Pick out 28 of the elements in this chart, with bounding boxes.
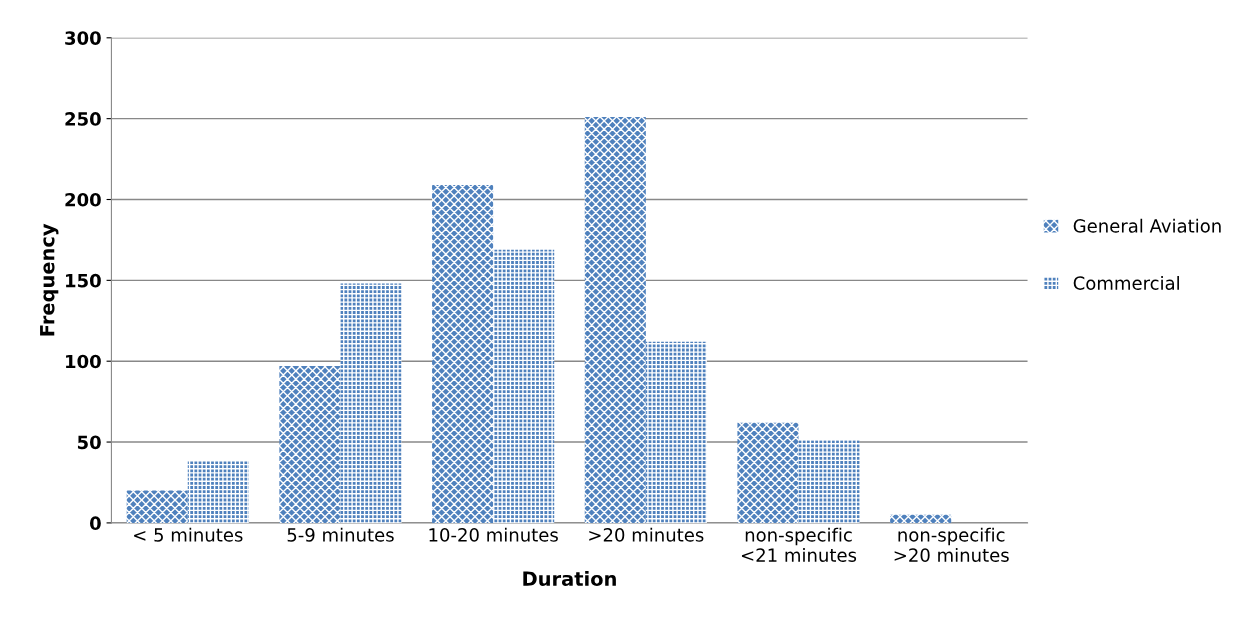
y-tick-label: 150 bbox=[66, 273, 101, 288]
bar bbox=[645, 341, 707, 523]
x-tick-label: non-specific <21 minutes bbox=[741, 527, 857, 562]
y-tick-label: 50 bbox=[77, 435, 101, 450]
x-axis-title: Duration bbox=[523, 571, 616, 587]
x-tick-label: 5-9 minutes bbox=[287, 527, 394, 542]
x-tick-label: >20 minutes bbox=[589, 527, 704, 542]
bar bbox=[798, 440, 860, 523]
bar bbox=[584, 117, 646, 523]
bar bbox=[340, 283, 402, 523]
y-tick-label: 200 bbox=[65, 192, 101, 207]
x-tick-label: < 5 minutes bbox=[134, 527, 243, 542]
bar bbox=[737, 422, 799, 523]
y-tick-label: 250 bbox=[65, 112, 101, 126]
bar bbox=[890, 514, 952, 523]
y-tick-label: 100 bbox=[66, 354, 101, 369]
bar bbox=[279, 366, 341, 523]
x-tick-label: non-specific >20 minutes bbox=[894, 527, 1009, 562]
bar bbox=[493, 249, 555, 523]
legend-label: General Aviation bbox=[1073, 218, 1221, 233]
x-tick-label: 10-20 minutes bbox=[429, 527, 558, 542]
bar bbox=[432, 184, 494, 523]
legend-label: Commercial bbox=[1073, 275, 1179, 290]
bar bbox=[126, 490, 188, 523]
y-tick-label: 300 bbox=[65, 31, 101, 45]
bar bbox=[187, 461, 249, 523]
y-tick-label: 0 bbox=[90, 516, 101, 531]
y-axis-title: Frequency bbox=[40, 223, 59, 336]
